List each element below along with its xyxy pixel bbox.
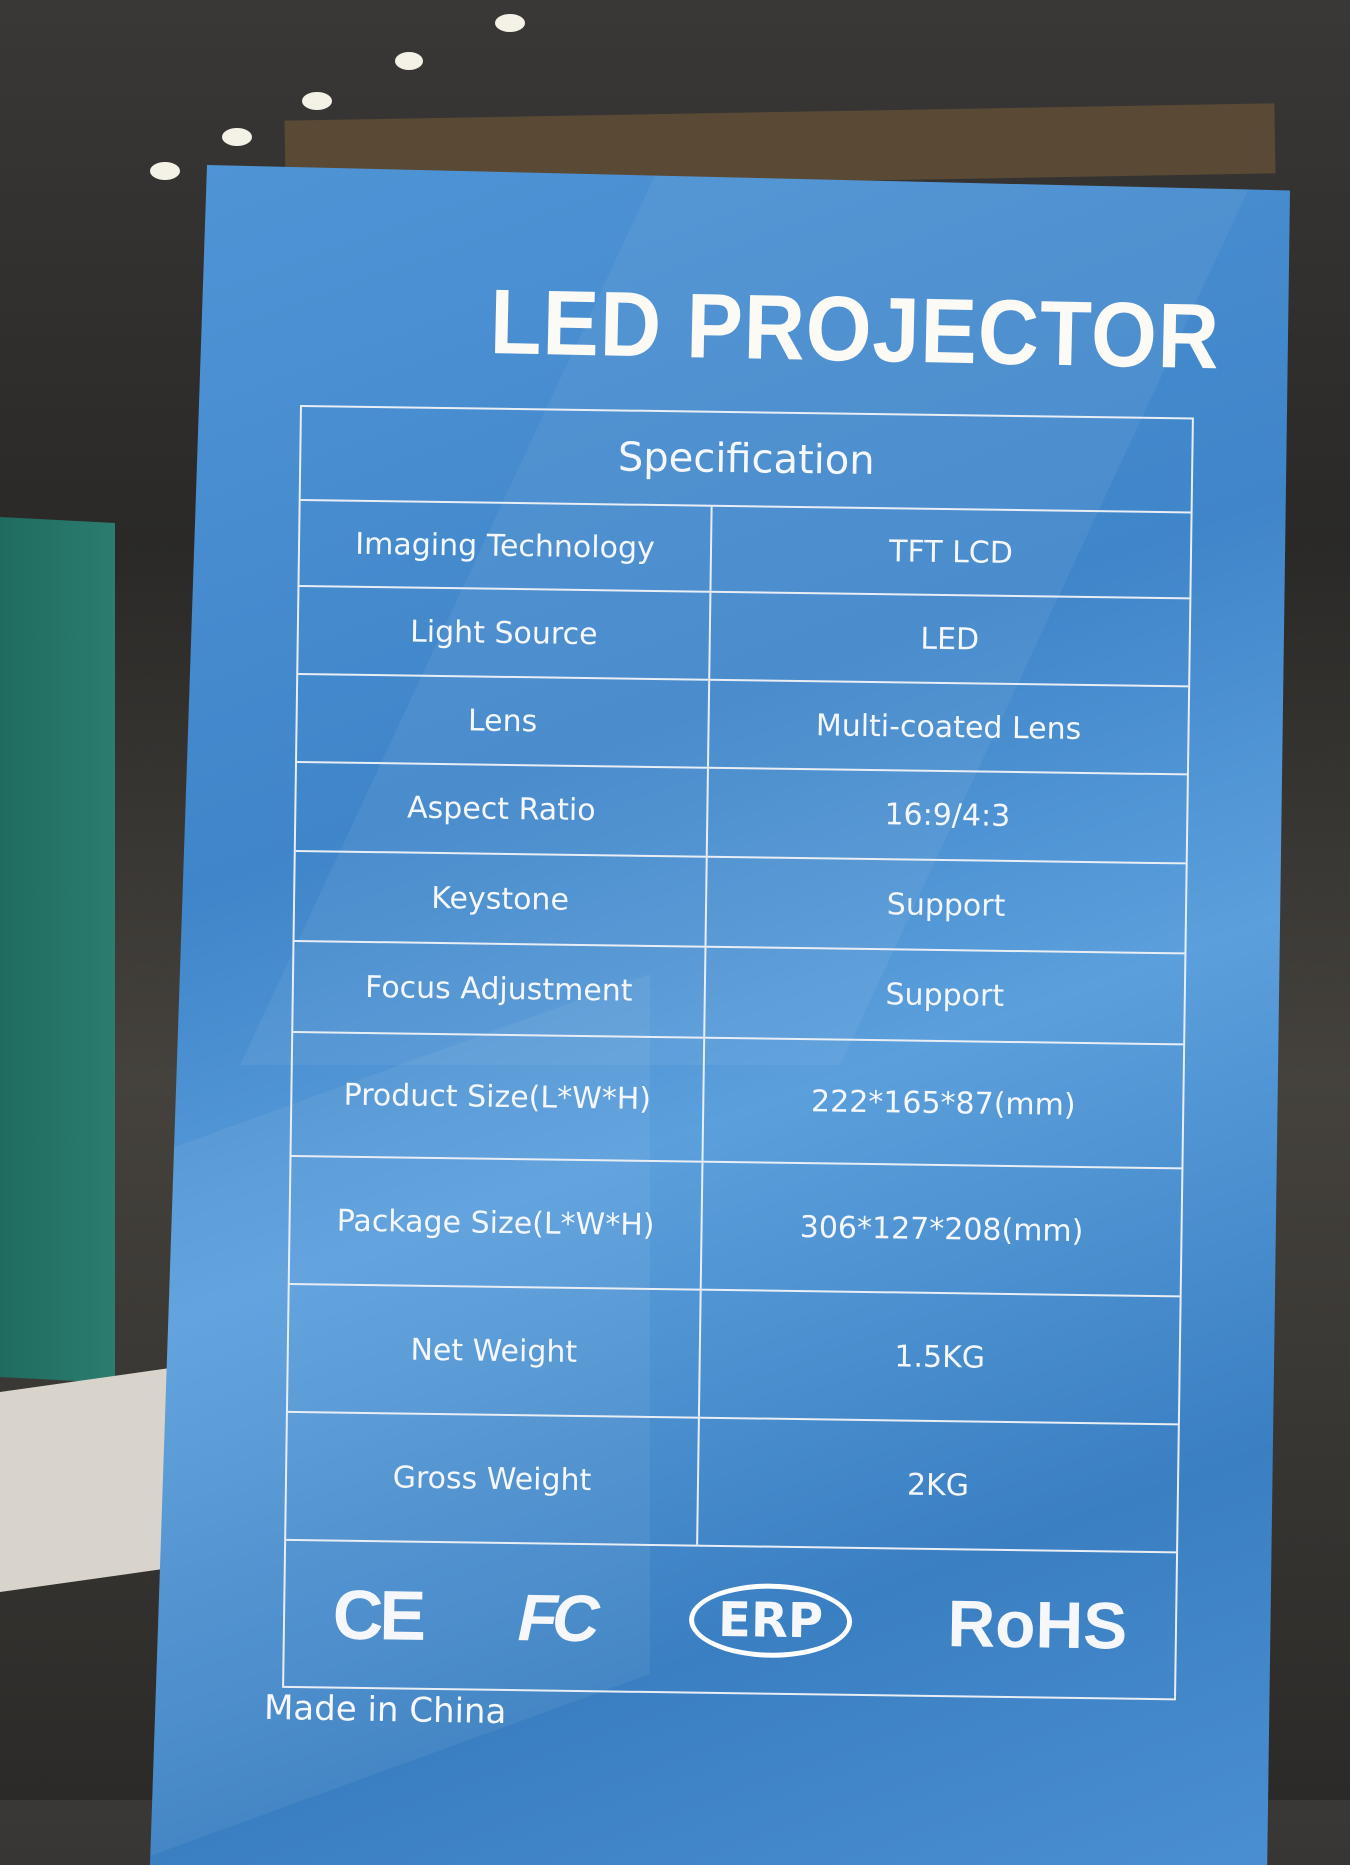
- spec-label: Package Size(L*W*H): [289, 1156, 704, 1289]
- spec-value: 222*165*87(mm): [810, 1083, 1076, 1123]
- table-row: Focus Adjustment Support: [293, 941, 1185, 1046]
- spec-table: Specification Imaging Technology TFT LCD …: [282, 405, 1194, 1701]
- spec-value: Support: [885, 977, 1005, 1014]
- spec-value: Support: [886, 886, 1006, 924]
- rohs-logo: RoHS: [947, 1585, 1128, 1663]
- table-row: Light Source LED: [298, 587, 1190, 688]
- table-row: Gross Weight 2KG: [286, 1412, 1178, 1554]
- ceiling-light: [395, 52, 423, 70]
- certification-logos: CE FC ERP RoHS: [284, 1541, 1176, 1698]
- spec-value: LED: [920, 621, 980, 658]
- shelf: [0, 1368, 170, 1592]
- spec-value: Multi-coated Lens: [815, 707, 1082, 747]
- spec-value: 306*127*208(mm): [799, 1209, 1084, 1249]
- table-row: Product Size(L*W*H) 222*165*87(mm): [291, 1032, 1184, 1170]
- ceiling-light: [495, 14, 525, 32]
- table-row: Lens Multi-coated Lens: [297, 675, 1189, 776]
- projector-box: [150, 165, 1290, 1865]
- spec-label: Focus Adjustment: [293, 941, 707, 1037]
- fcc-logo: FC: [517, 1579, 595, 1655]
- spec-label: Net Weight: [287, 1284, 702, 1417]
- adjacent-box: [0, 516, 115, 1384]
- table-row: Aspect Ratio 16:9/4:3: [295, 762, 1187, 865]
- spec-label: Lens: [297, 675, 711, 767]
- spec-label: Imaging Technology: [299, 501, 713, 591]
- spec-label: Keystone: [294, 851, 708, 946]
- product-title: LED PROJECTOR: [488, 271, 1221, 389]
- spec-label: Gross Weight: [286, 1412, 700, 1545]
- spec-header: Specification: [300, 407, 1192, 514]
- origin-label: Made in China: [263, 1687, 507, 1733]
- ceiling-light: [302, 92, 332, 110]
- ceiling-light: [222, 128, 252, 146]
- spec-value: 1.5KG: [894, 1338, 986, 1376]
- ce-logo: CE: [332, 1575, 423, 1655]
- table-row: Imaging Technology TFT LCD: [299, 501, 1191, 600]
- spec-label: Aspect Ratio: [295, 762, 709, 856]
- ceiling-light: [150, 162, 180, 180]
- table-row: Package Size(L*W*H) 306*127*208(mm): [289, 1156, 1182, 1298]
- table-row: Keystone Support: [294, 851, 1186, 955]
- spec-label: Product Size(L*W*H): [291, 1032, 706, 1161]
- spec-label: Light Source: [298, 587, 712, 679]
- table-row: Net Weight 1.5KG: [287, 1284, 1180, 1426]
- spec-value: 16:9/4:3: [884, 797, 1011, 834]
- erp-logo: ERP: [688, 1582, 853, 1659]
- spec-value: 2KG: [906, 1467, 970, 1503]
- spec-value: TFT LCD: [888, 533, 1014, 571]
